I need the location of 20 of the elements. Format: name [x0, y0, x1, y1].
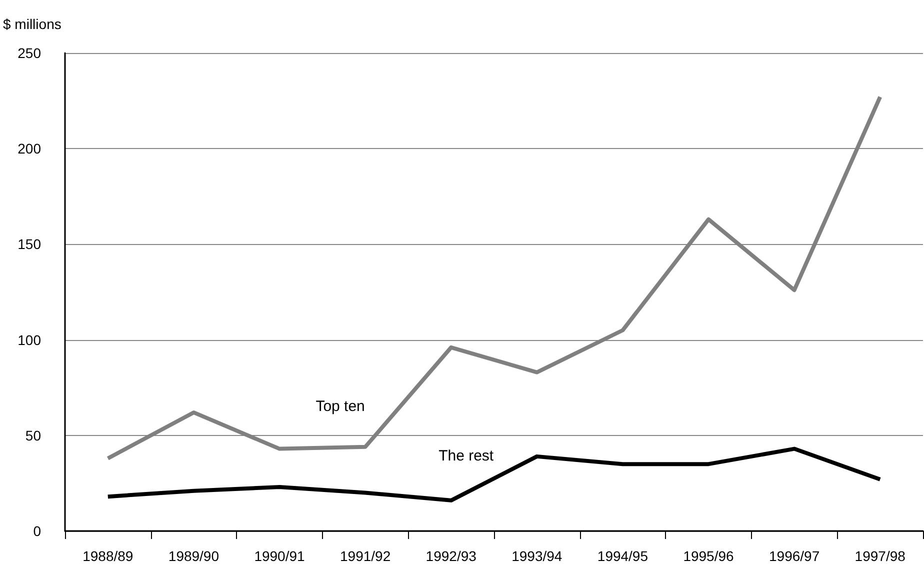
- x-tick-label: 1997/98: [854, 548, 906, 564]
- y-tick-label: 100: [18, 332, 42, 348]
- series-label: Top ten: [316, 398, 365, 415]
- y-tick-label: 0: [33, 523, 42, 539]
- x-tick-label: 1996/97: [768, 548, 820, 564]
- y-tick-label: 250: [18, 45, 42, 61]
- y-tick-label: 50: [25, 427, 42, 444]
- x-tick-label: 1994/95: [597, 548, 648, 564]
- x-tick-label: 1988/89: [82, 548, 134, 564]
- x-tick-label: 1989/90: [168, 548, 220, 564]
- series-label: The rest: [438, 447, 494, 464]
- x-tick-label: 1992/93: [426, 548, 477, 564]
- x-tick-label: 1990/91: [254, 548, 306, 564]
- line-series: [106, 446, 882, 502]
- y-tick-label: 200: [18, 140, 42, 157]
- x-tick-label: 1995/96: [683, 548, 734, 564]
- x-tick-label: 1993/94: [512, 548, 562, 564]
- y-tick-label: 150: [18, 236, 42, 252]
- y-axis-title: $ millions: [3, 16, 62, 32]
- x-tick-label: 1991/92: [340, 548, 391, 564]
